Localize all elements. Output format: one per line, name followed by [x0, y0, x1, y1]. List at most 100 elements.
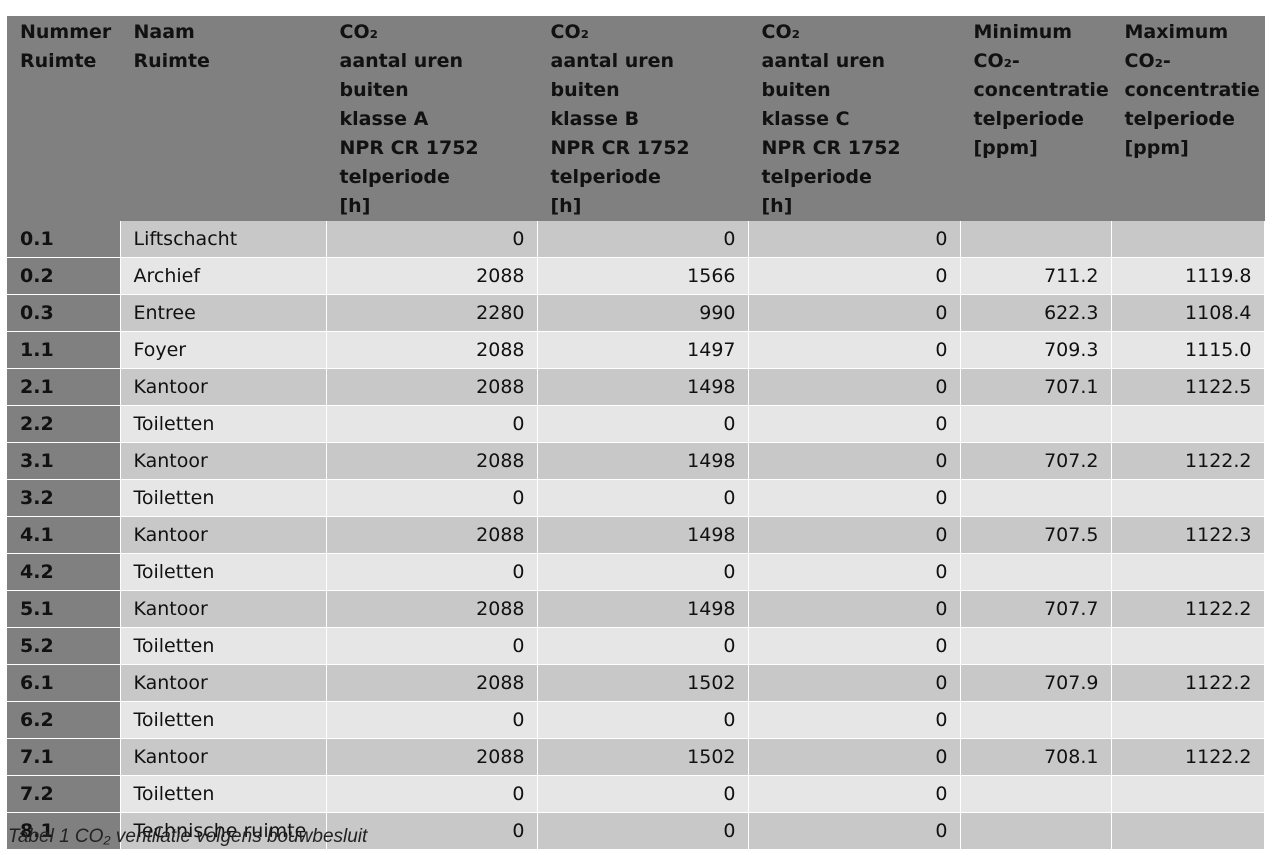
room-name-cell: Kantoor [120, 442, 327, 480]
column-header-line: telperiode [973, 108, 1084, 130]
value-cell [960, 221, 1112, 258]
table-row: 2.2 Toiletten 0 0 0 [7, 405, 1265, 443]
value-cell: 0 [748, 664, 961, 702]
value-cell: 0 [537, 405, 749, 443]
room-name-cell: Kantoor [120, 516, 327, 554]
value-cell: 1122.2 [1111, 590, 1265, 628]
column-header-line: [h] [550, 195, 582, 217]
column-header: CO₂ aantal uren buiten klasse A NPR CR 1752… [326, 16, 538, 221]
value-cell: 0 [537, 479, 749, 517]
table-row: 0.3 Entree 2280 990 0 622.3 1108.4 [7, 294, 1265, 332]
header-row: Nummer Ruimte Naam Ruimte CO₂ aantal uren bui… [7, 16, 1265, 221]
value-cell: 0 [326, 701, 538, 739]
room-name-cell: Kantoor [120, 590, 327, 628]
room-name-cell: Technische ruimte [120, 812, 327, 850]
value-cell: 1119.8 [1111, 257, 1265, 295]
room-number-cell: 0.1 [7, 221, 121, 258]
column-header-line: aantal uren buiten [761, 50, 886, 101]
column-header-line: [h] [339, 195, 371, 217]
value-cell [1111, 775, 1265, 813]
table-caption: Tabel 1 CO₂ ventilatie volgens bouwbeslu… [8, 826, 368, 847]
column-header-line: Naam [133, 21, 195, 43]
value-cell: 0 [326, 221, 538, 258]
value-cell: 1108.4 [1111, 294, 1265, 332]
value-cell: 708.1 [960, 738, 1112, 776]
value-cell: 0 [326, 812, 538, 850]
column-header-line: NPR CR 1752 [761, 137, 901, 159]
value-cell [960, 627, 1112, 665]
value-cell [960, 479, 1112, 517]
value-cell: 1498 [537, 442, 749, 480]
value-cell: 707.9 [960, 664, 1112, 702]
value-cell: 1502 [537, 664, 749, 702]
value-cell: 2280 [326, 294, 538, 332]
value-cell: 707.7 [960, 590, 1112, 628]
value-cell: 1122.3 [1111, 516, 1265, 554]
value-cell: 707.2 [960, 442, 1112, 480]
table-row: 3.1 Kantoor 2088 1498 0 707.2 1122.2 [7, 442, 1265, 480]
value-cell [1111, 553, 1265, 591]
room-number-cell: 4.2 [7, 553, 121, 591]
value-cell: 0 [326, 479, 538, 517]
value-cell: 0 [326, 775, 538, 813]
value-cell: 0 [748, 331, 961, 369]
room-number-cell: 4.1 [7, 516, 121, 554]
column-header-line: CO₂ [339, 21, 378, 43]
value-cell: 1497 [537, 331, 749, 369]
room-name-cell: Foyer [120, 331, 327, 369]
value-cell [1111, 479, 1265, 517]
value-cell: 2088 [326, 664, 538, 702]
value-cell [1111, 812, 1265, 850]
column-header-line: concentratie [1124, 79, 1260, 101]
value-cell: 0 [748, 516, 961, 554]
value-cell [1111, 701, 1265, 739]
room-name-cell: Toiletten [120, 553, 327, 591]
table-row: 0.2 Archief 2088 1566 0 711.2 1119.8 [7, 257, 1265, 295]
table-row: 5.2 Toiletten 0 0 0 [7, 627, 1265, 665]
value-cell: 1115.0 [1111, 331, 1265, 369]
column-header: CO₂ aantal uren buiten klasse B NPR CR 1752… [537, 16, 749, 221]
room-name-cell: Kantoor [120, 664, 327, 702]
value-cell: 0 [748, 775, 961, 813]
table-row: 3.2 Toiletten 0 0 0 [7, 479, 1265, 517]
table-row: 7.1 Kantoor 2088 1502 0 708.1 1122.2 [7, 738, 1265, 776]
value-cell: 709.3 [960, 331, 1112, 369]
room-number-cell: 2.2 [7, 405, 121, 443]
value-cell: 2088 [326, 442, 538, 480]
value-cell: 0 [537, 553, 749, 591]
column-header-line: klasse C [761, 108, 850, 130]
co2-table: Nummer Ruimte Naam Ruimte CO₂ aantal uren bui… [7, 16, 1265, 850]
room-number-cell: 3.1 [7, 442, 121, 480]
value-cell: 0 [537, 701, 749, 739]
room-number-cell: 0.2 [7, 257, 121, 295]
value-cell [960, 405, 1112, 443]
table-row: 0.1 Liftschacht 0 0 0 [7, 221, 1265, 258]
room-name-cell: Kantoor [120, 738, 327, 776]
value-cell: 0 [748, 590, 961, 628]
column-header-line: Nummer [20, 21, 112, 43]
table-row: 4.1 Kantoor 2088 1498 0 707.5 1122.3 [7, 516, 1265, 554]
value-cell: 0 [326, 553, 538, 591]
value-cell: 0 [748, 479, 961, 517]
room-number-cell: 6.2 [7, 701, 121, 739]
column-header-line: [ppm] [1124, 137, 1189, 159]
column-header-line: Minimum [973, 21, 1073, 43]
room-name-cell: Toiletten [120, 627, 327, 665]
value-cell: 1498 [537, 368, 749, 406]
column-header-line: Maximum [1124, 21, 1229, 43]
value-cell: 0 [748, 442, 961, 480]
value-cell: 0 [748, 221, 961, 258]
value-cell: 2088 [326, 331, 538, 369]
room-number-cell: 7.1 [7, 738, 121, 776]
column-header: Naam Ruimte [120, 16, 327, 221]
value-cell: 2088 [326, 738, 538, 776]
room-number-cell: 2.1 [7, 368, 121, 406]
column-header-line: telperiode [550, 166, 661, 188]
value-cell: 1122.2 [1111, 664, 1265, 702]
room-name-cell: Entree [120, 294, 327, 332]
column-header-line: concentratie [973, 79, 1109, 101]
column-header-line: CO₂- [1124, 50, 1171, 72]
value-cell: 1566 [537, 257, 749, 295]
column-header-line: telperiode [1124, 108, 1235, 130]
table-row: 6.1 Kantoor 2088 1502 0 707.9 1122.2 [7, 664, 1265, 702]
